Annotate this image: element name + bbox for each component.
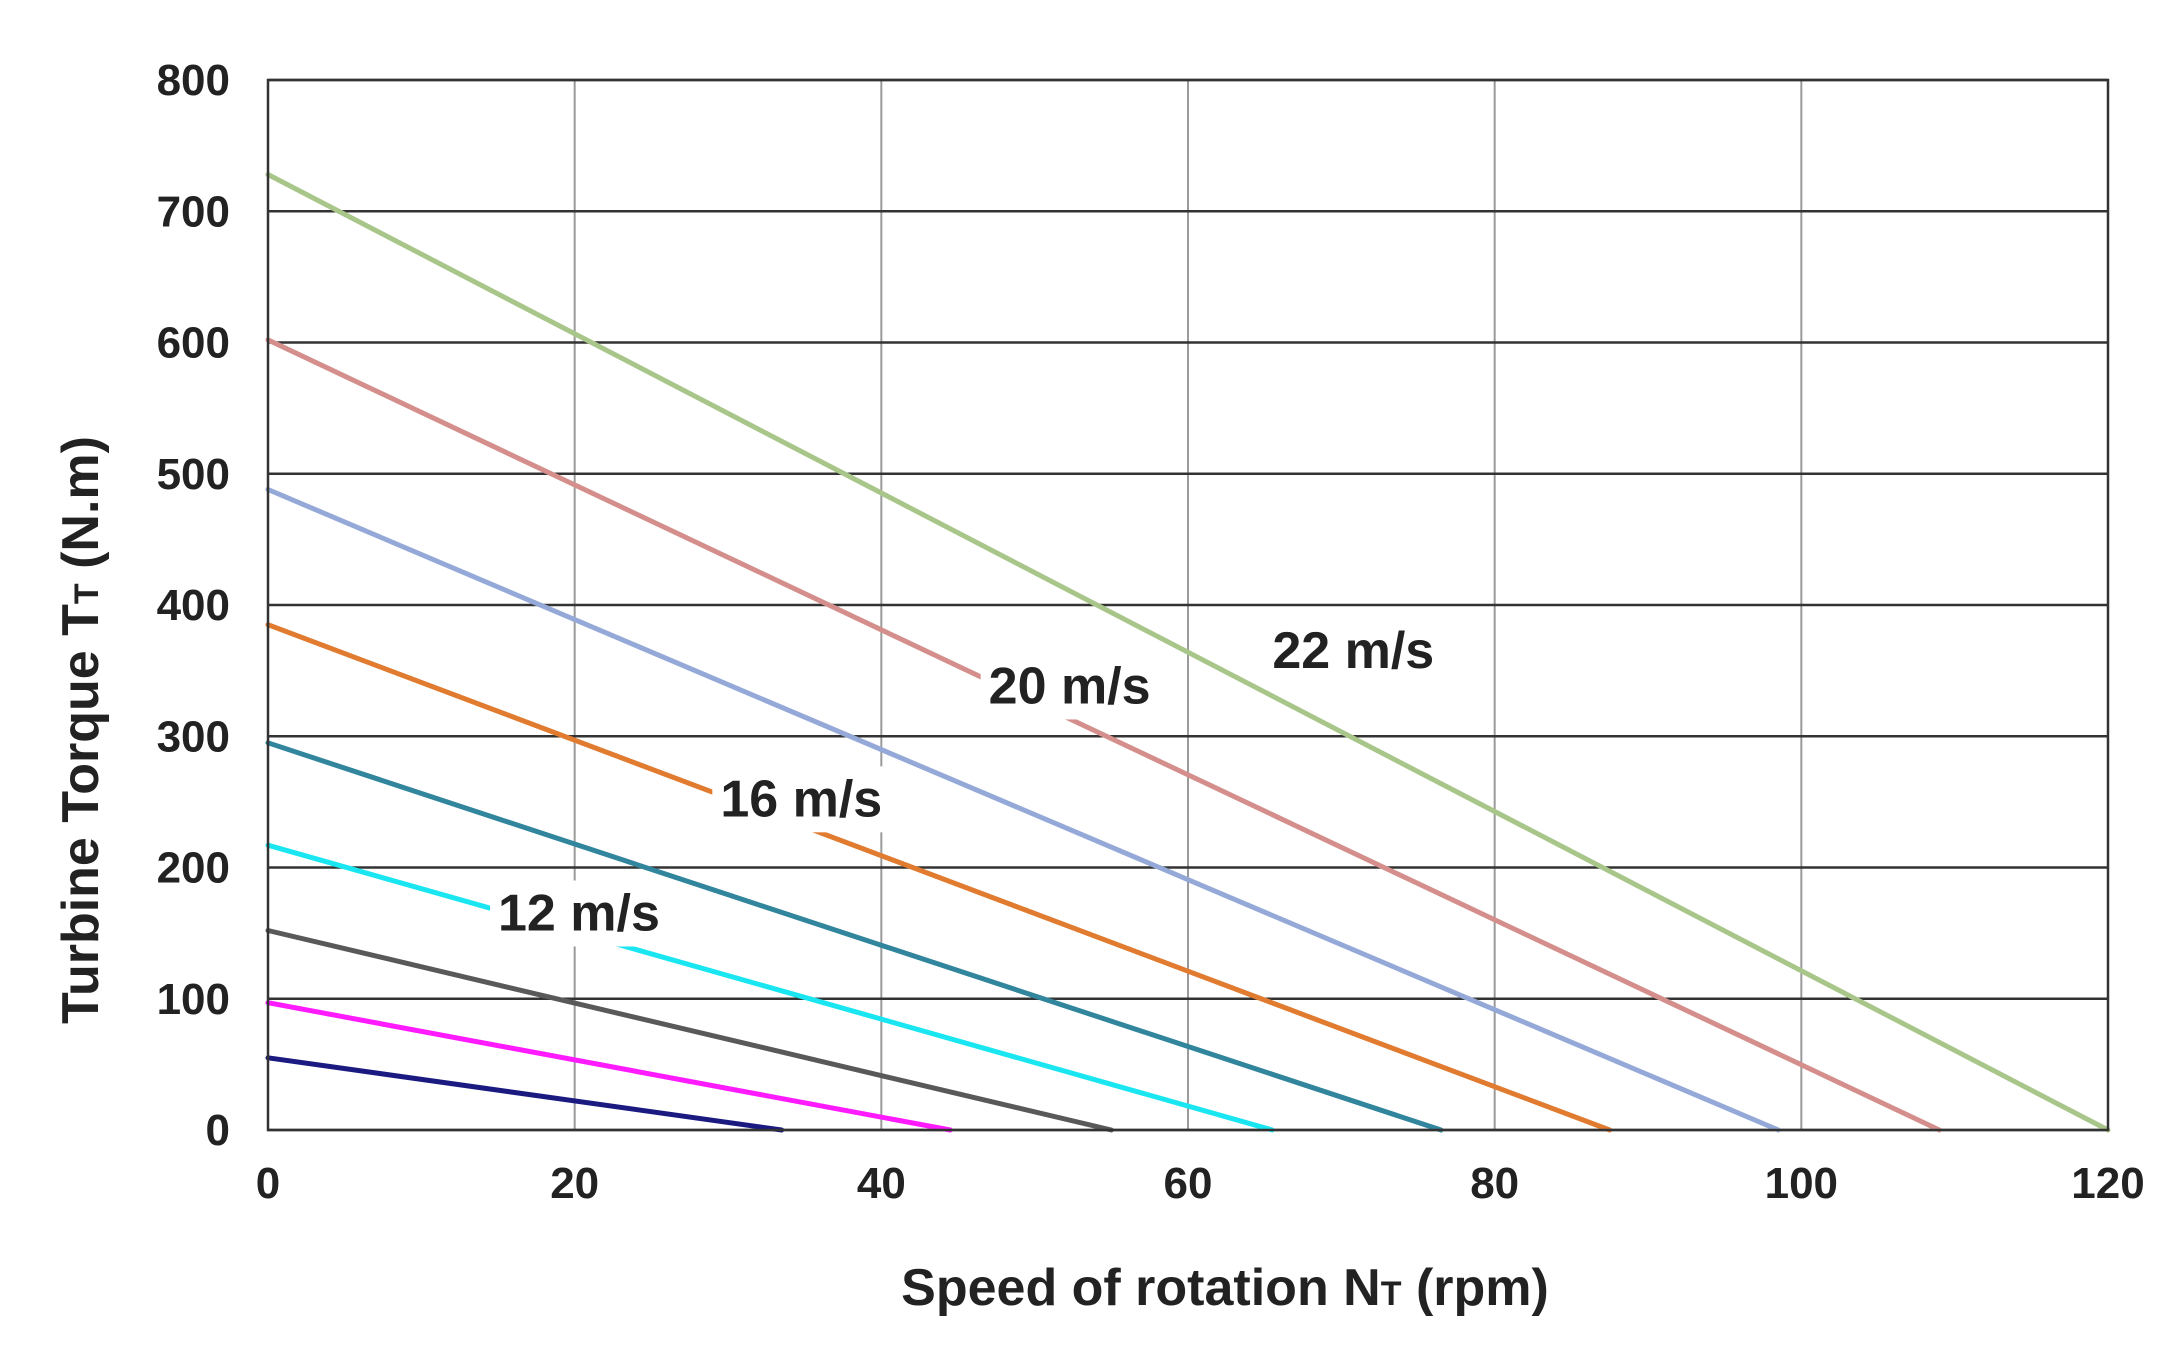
line-label-text: 12 m/s bbox=[498, 885, 660, 943]
series-line-8-m-s bbox=[265, 1055, 785, 1133]
series-line-12-m-s bbox=[265, 928, 1114, 1133]
y-tick-labels: 0 100 200 300 400 500 600 700 800 bbox=[157, 56, 230, 1155]
line-label-text: 16 m/s bbox=[720, 770, 882, 828]
x-tick-20: 20 bbox=[550, 1159, 599, 1208]
x-tick-0: 0 bbox=[256, 1159, 280, 1208]
series-line-20-m-s bbox=[265, 487, 1781, 1133]
series-line-24-m-s bbox=[265, 172, 2111, 1133]
line-label-text: 22 m/s bbox=[1272, 622, 1434, 680]
line-label-text: 20 m/s bbox=[989, 657, 1151, 715]
x-tick-labels: 0 20 40 60 80 100 120 bbox=[256, 1159, 2145, 1208]
line-labels: 12 m/s 16 m/s 20 m/s 22 m/s bbox=[490, 618, 1443, 947]
series-line-18-m-s bbox=[265, 622, 1613, 1133]
line-label-12-m-s: 12 m/s bbox=[490, 880, 668, 947]
y-tick-500: 500 bbox=[157, 450, 230, 499]
series-line-16-m-s bbox=[265, 740, 1444, 1133]
series-line-14-m-s bbox=[265, 842, 1275, 1133]
line-label-20-m-s: 20 m/s bbox=[980, 653, 1159, 720]
y-tick-0: 0 bbox=[206, 1106, 230, 1155]
y-tick-300: 300 bbox=[157, 712, 230, 761]
line-label-22-m-s: 22 m/s bbox=[1264, 618, 1443, 684]
x-tick-40: 40 bbox=[857, 1159, 906, 1208]
series-line-10-m-s bbox=[265, 1000, 953, 1133]
y-tick-700: 700 bbox=[157, 187, 230, 236]
x-tick-100: 100 bbox=[1765, 1159, 1838, 1208]
x-tick-80: 80 bbox=[1470, 1159, 1519, 1208]
y-tick-400: 400 bbox=[157, 581, 230, 630]
plot-border bbox=[266, 78, 2110, 1132]
x-tick-60: 60 bbox=[1164, 1159, 1213, 1208]
line-label-16-m-s: 16 m/s bbox=[712, 766, 891, 833]
y-tick-600: 600 bbox=[157, 319, 230, 368]
y-axis-title: Turbine Torque TT (N.m) bbox=[52, 436, 110, 1024]
x-axis-title: Speed of rotation NT (rpm) bbox=[901, 1259, 1549, 1317]
y-tick-200: 200 bbox=[157, 844, 230, 893]
series-line-22-m-s bbox=[265, 337, 1942, 1133]
x-tick-120: 120 bbox=[2071, 1159, 2144, 1208]
y-tick-100: 100 bbox=[157, 975, 230, 1024]
y-tick-800: 800 bbox=[157, 56, 230, 105]
series-lines bbox=[265, 172, 2111, 1133]
